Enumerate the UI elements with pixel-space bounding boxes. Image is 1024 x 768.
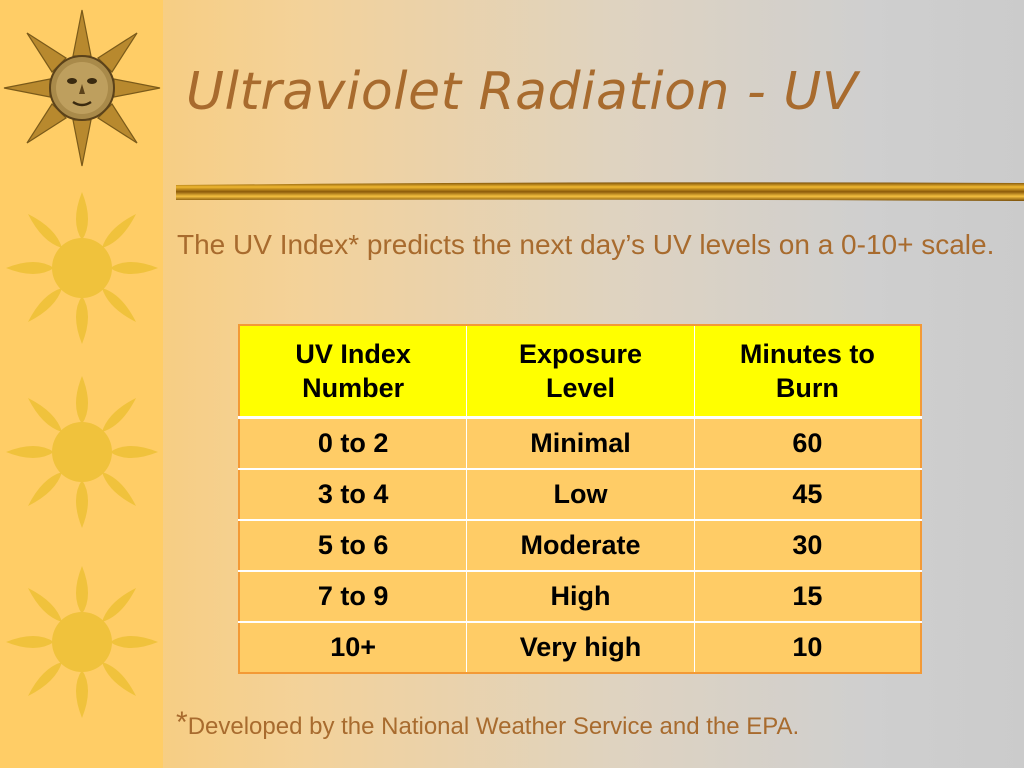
minutes-to-burn-cell: 15: [693, 570, 922, 623]
uv-index-cell: 7 to 9: [238, 570, 468, 623]
header-line: Level: [545, 373, 615, 403]
minutes-to-burn-cell: 30: [693, 519, 922, 572]
table-row: 0 to 2 Minimal 60: [238, 417, 922, 470]
sun-icon: [6, 566, 158, 718]
footnote-marker: *: [176, 706, 188, 739]
header-line: UV Index: [295, 339, 411, 369]
sun-icon: [6, 192, 158, 344]
table-row: 3 to 4 Low 45: [238, 468, 922, 521]
footnote-text: Developed by the National Weather Servic…: [187, 713, 800, 740]
table-row: 10+ Very high 10: [238, 621, 922, 674]
minutes-to-burn-cell: 45: [693, 468, 922, 521]
minutes-to-burn-cell: 60: [693, 417, 922, 470]
uv-index-cell: 5 to 6: [238, 519, 468, 572]
header-minutes-to-burn: Minutes to Burn: [693, 324, 922, 418]
header-uv-index-number: UV Index Number: [238, 324, 468, 418]
slide-title: Ultraviolet Radiation - UV: [186, 62, 858, 122]
exposure-level-cell: Low: [466, 468, 695, 521]
exposure-level-cell: Minimal: [466, 417, 695, 470]
uv-index-cell: 0 to 2: [238, 417, 468, 470]
header-line: Burn: [775, 373, 839, 403]
intro-text: The UV Index* predicts the next day’s UV…: [177, 229, 995, 260]
footnote: *Developed by the National Weather Servi…: [176, 706, 799, 741]
left-decor-strip: [0, 0, 163, 768]
exposure-level-cell: High: [466, 570, 695, 623]
header-line: Minutes to: [739, 339, 875, 369]
sun-face-icon: [3, 9, 161, 167]
title-divider: [176, 182, 1024, 201]
uv-index-cell: 10+: [238, 621, 468, 674]
header-line: Exposure: [518, 339, 642, 369]
exposure-level-cell: Moderate: [466, 519, 695, 572]
header-exposure-level: Exposure Level: [466, 324, 695, 418]
minutes-to-burn-cell: 10: [693, 621, 922, 674]
table-row: 7 to 9 High 15: [238, 570, 922, 623]
table-row: 5 to 6 Moderate 30: [238, 519, 922, 572]
header-line: Number: [302, 373, 405, 403]
uv-index-table: UV Index Number Exposure Level Minutes t…: [238, 324, 922, 674]
uv-index-cell: 3 to 4: [238, 468, 468, 521]
sun-icon: [6, 376, 158, 528]
exposure-level-cell: Very high: [466, 621, 695, 674]
table-header-row: UV Index Number Exposure Level Minutes t…: [238, 324, 922, 418]
